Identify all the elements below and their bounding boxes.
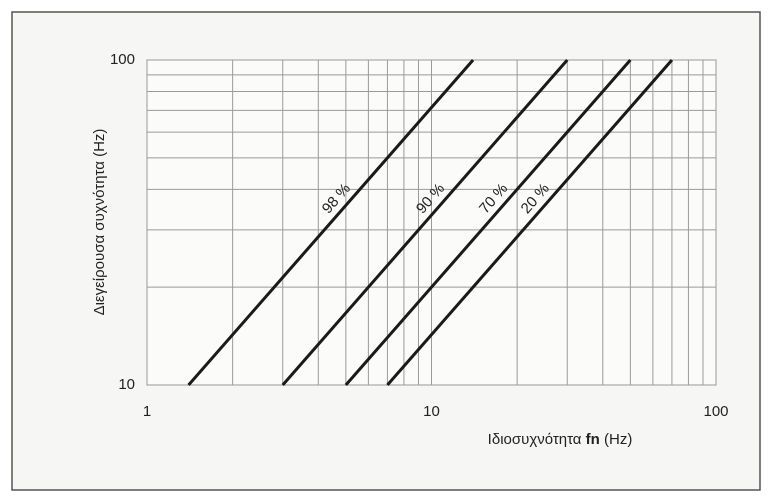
y-axis-label: Διεγείρουσα συχνότητα (Hz) (91, 129, 108, 316)
x-axis-label: Ιδιοσυχνότητα fn (Hz) (488, 431, 633, 448)
y-tick-label: 10 (118, 376, 135, 393)
series-line (344, 59, 632, 386)
series-line (386, 59, 674, 386)
y-tick-label: 100 (110, 51, 135, 68)
series-line (281, 59, 569, 386)
x-label-part: (Hz) (604, 431, 632, 448)
series-line (187, 59, 475, 386)
x-tick-label: 100 (703, 403, 728, 420)
x-label-part: Ιδιοσυχνότητα (488, 431, 582, 448)
x-label-part: fn (586, 431, 600, 448)
x-tick-label: 1 (143, 403, 151, 420)
x-tick-label: 10 (423, 403, 440, 420)
